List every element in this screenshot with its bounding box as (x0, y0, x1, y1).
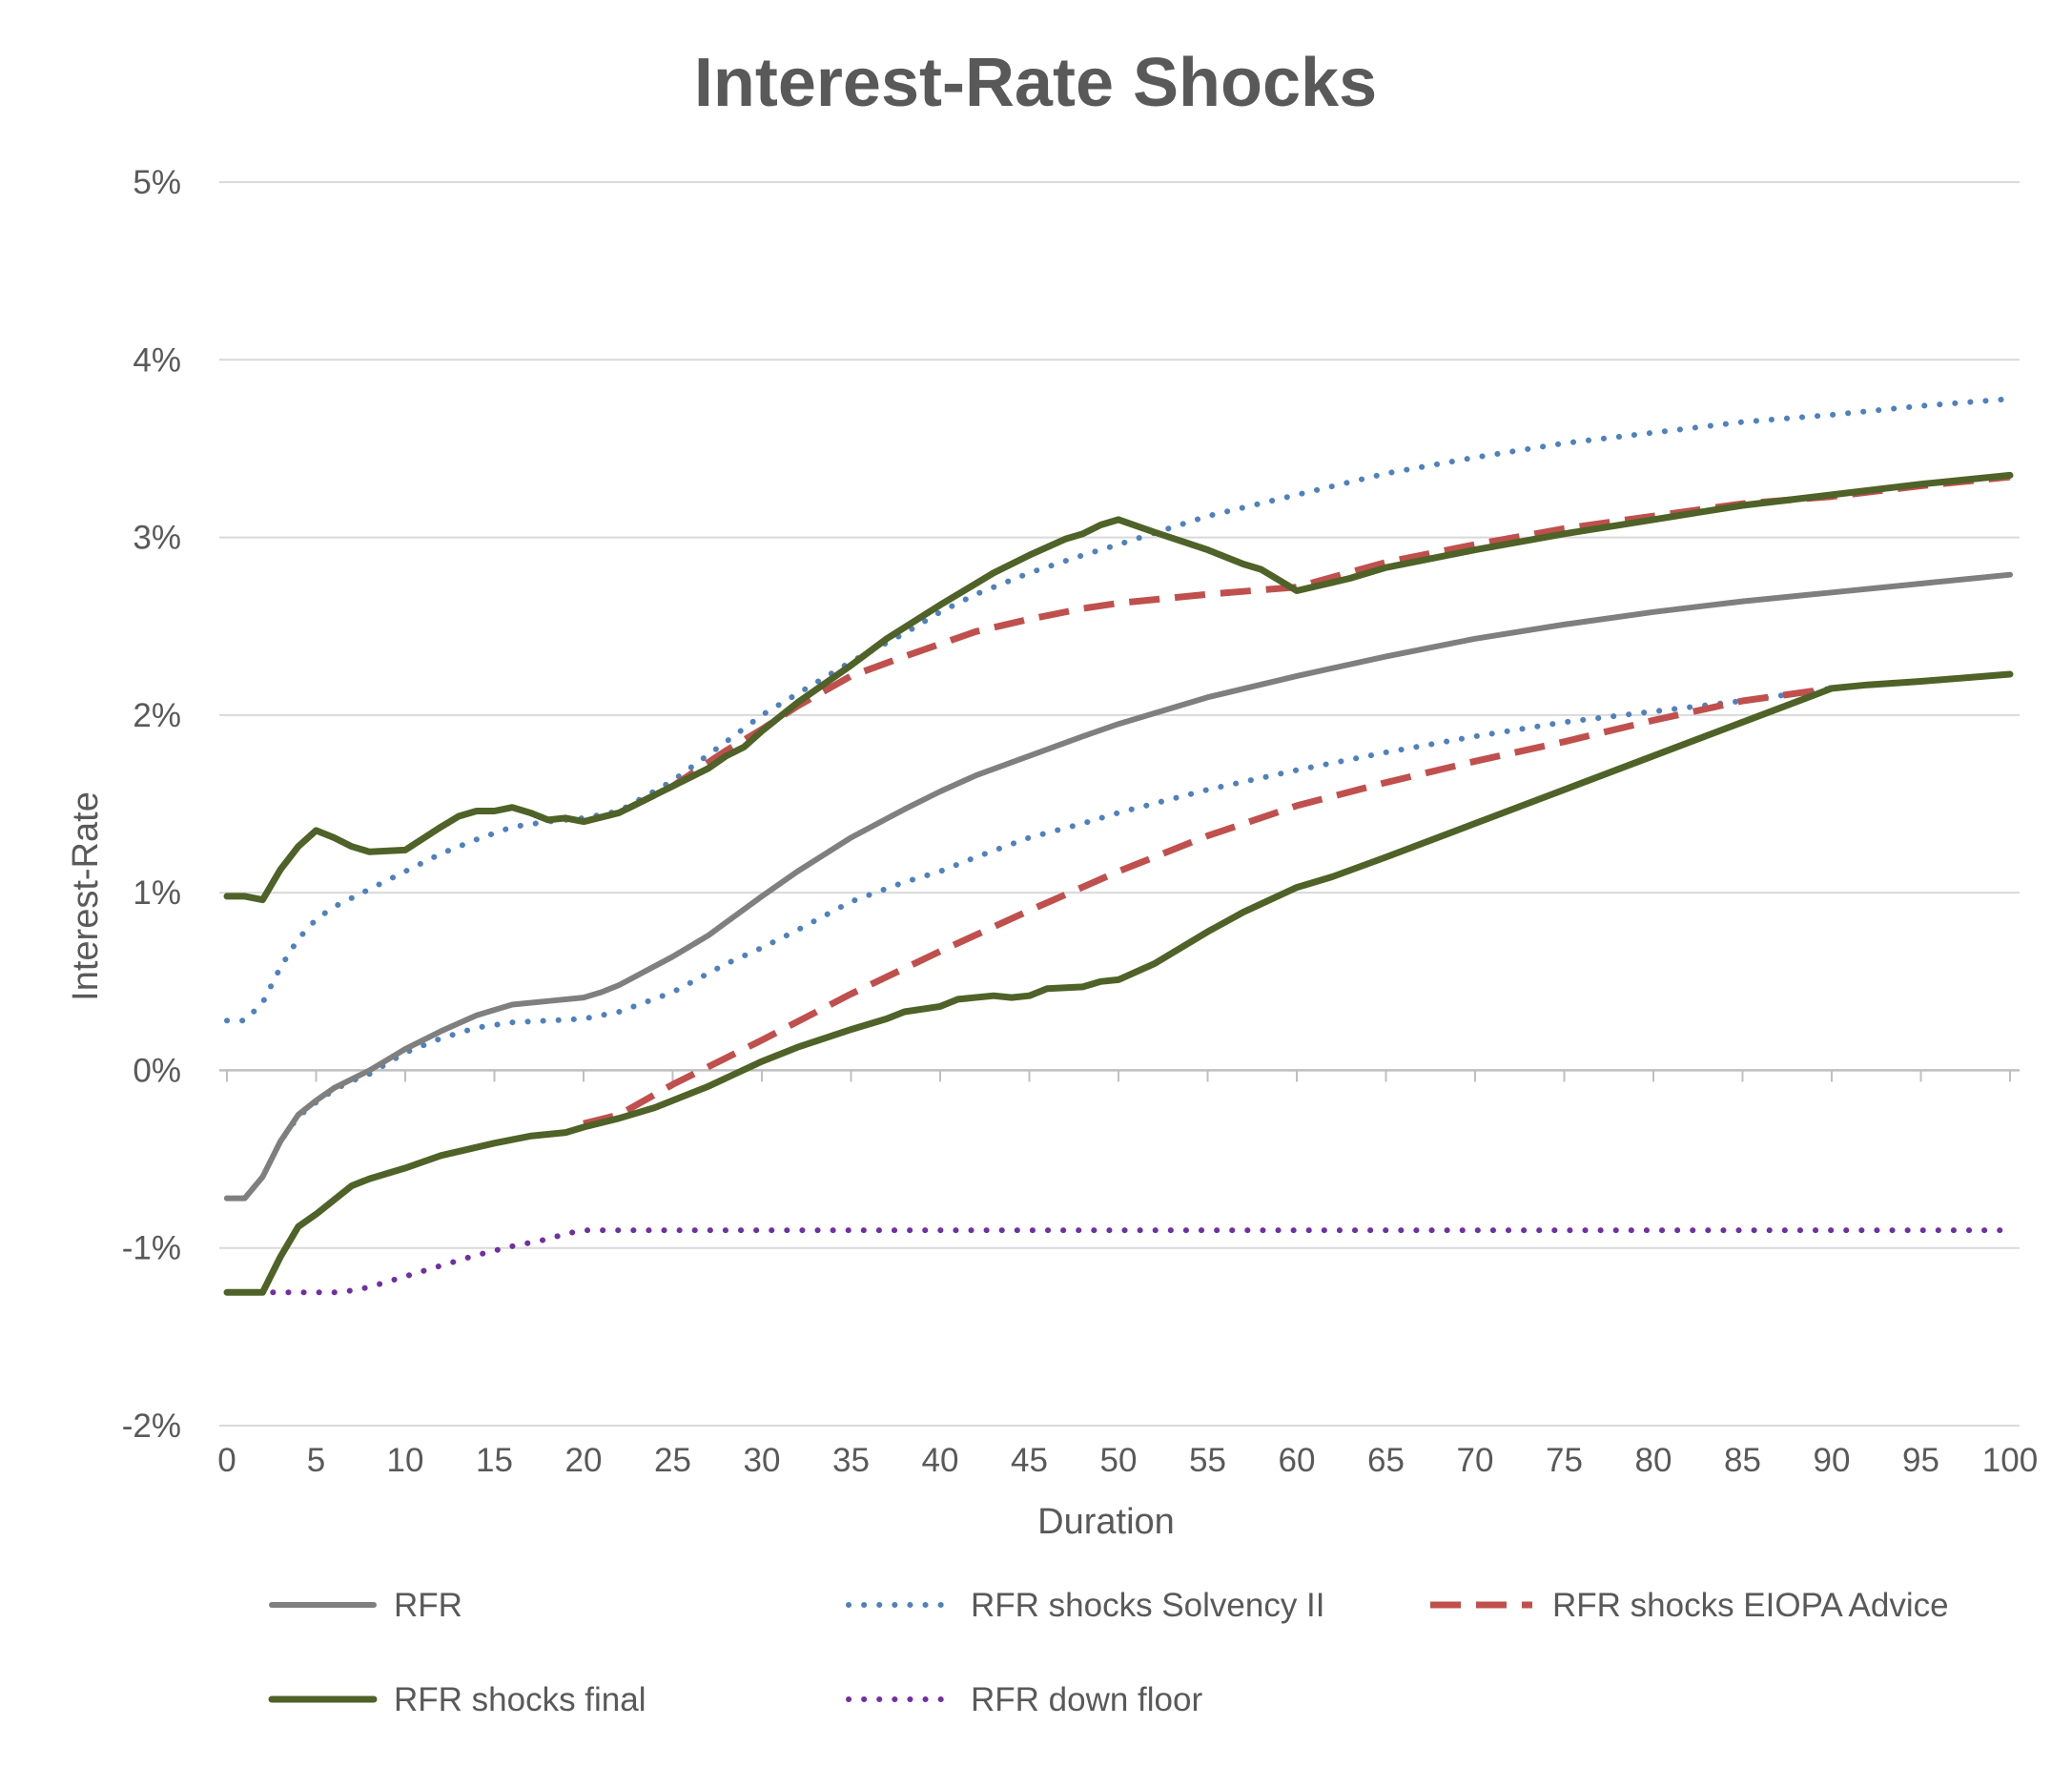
x-tick-label: 10 (387, 1442, 424, 1479)
series-line-rfr-down-floor (224, 1227, 2013, 1296)
series-line-rfr (224, 571, 2013, 1202)
x-axis-ticks: 0 5 10 15 20 25 30 35 40 45 50 55 60 65 70 75 80 85 90 95 10… (217, 1070, 2038, 1479)
y-axis-label: Interest-Rate (66, 791, 106, 1001)
x-tick-label: 100 (1982, 1442, 2038, 1479)
legend-label: RFR shocks Solvency II (971, 1587, 1325, 1624)
x-tick-label: 65 (1367, 1442, 1405, 1479)
x-tick-label: 30 (744, 1442, 781, 1479)
x-axis-label: Duration (1037, 1502, 1175, 1542)
y-tick-label: 2% (133, 697, 181, 734)
x-tick-label: 35 (832, 1442, 870, 1479)
series-group (223, 396, 2014, 1296)
y-tick-label: 1% (133, 874, 181, 912)
x-tick-label: 55 (1189, 1442, 1226, 1479)
x-tick-label: 75 (1546, 1442, 1583, 1479)
x-tick-label: 0 (217, 1442, 236, 1479)
x-tick-label: 45 (1011, 1442, 1048, 1479)
x-tick-label: 20 (565, 1442, 603, 1479)
x-tick-label: 85 (1724, 1442, 1761, 1479)
y-tick-label: -1% (122, 1230, 181, 1267)
x-tick-label: 95 (1902, 1442, 1939, 1479)
legend-label: RFR down floor (971, 1681, 1202, 1718)
legend-label: RFR (394, 1587, 462, 1624)
x-tick-label: 90 (1814, 1442, 1851, 1479)
x-tick-label: 70 (1457, 1442, 1494, 1479)
y-tick-label: 3% (133, 520, 181, 557)
y-tick-label: 4% (133, 341, 181, 379)
series-line-rfr-shocks-eiopa-advice (583, 685, 1833, 1127)
x-tick-label: 40 (922, 1442, 959, 1479)
chart-title: Interest-Rate Shocks (694, 45, 1377, 121)
x-tick-label: 50 (1100, 1442, 1138, 1479)
x-tick-label: 60 (1279, 1442, 1316, 1479)
y-tick-label: 5% (133, 164, 181, 201)
series-line-rfr-shocks-final (223, 670, 2014, 1296)
legend: RFR RFR shocks Solvency II RFR shocks EIOP… (268, 1587, 1949, 1718)
legend-label: RFR shocks EIOPA Advice (1552, 1587, 1949, 1624)
y-axis-ticks: -2% -1% 0% 1% 2% 3% 4% 5% (122, 164, 181, 1445)
y-tick-label: -2% (122, 1407, 181, 1445)
y-tick-label: 0% (133, 1052, 181, 1089)
x-tick-label: 80 (1635, 1442, 1672, 1479)
legend-label: RFR shocks final (394, 1681, 646, 1718)
x-tick-label: 5 (307, 1442, 325, 1479)
x-tick-label: 15 (476, 1442, 513, 1479)
x-tick-label: 25 (654, 1442, 691, 1479)
series-line-rfr-shocks-final (223, 471, 2014, 904)
